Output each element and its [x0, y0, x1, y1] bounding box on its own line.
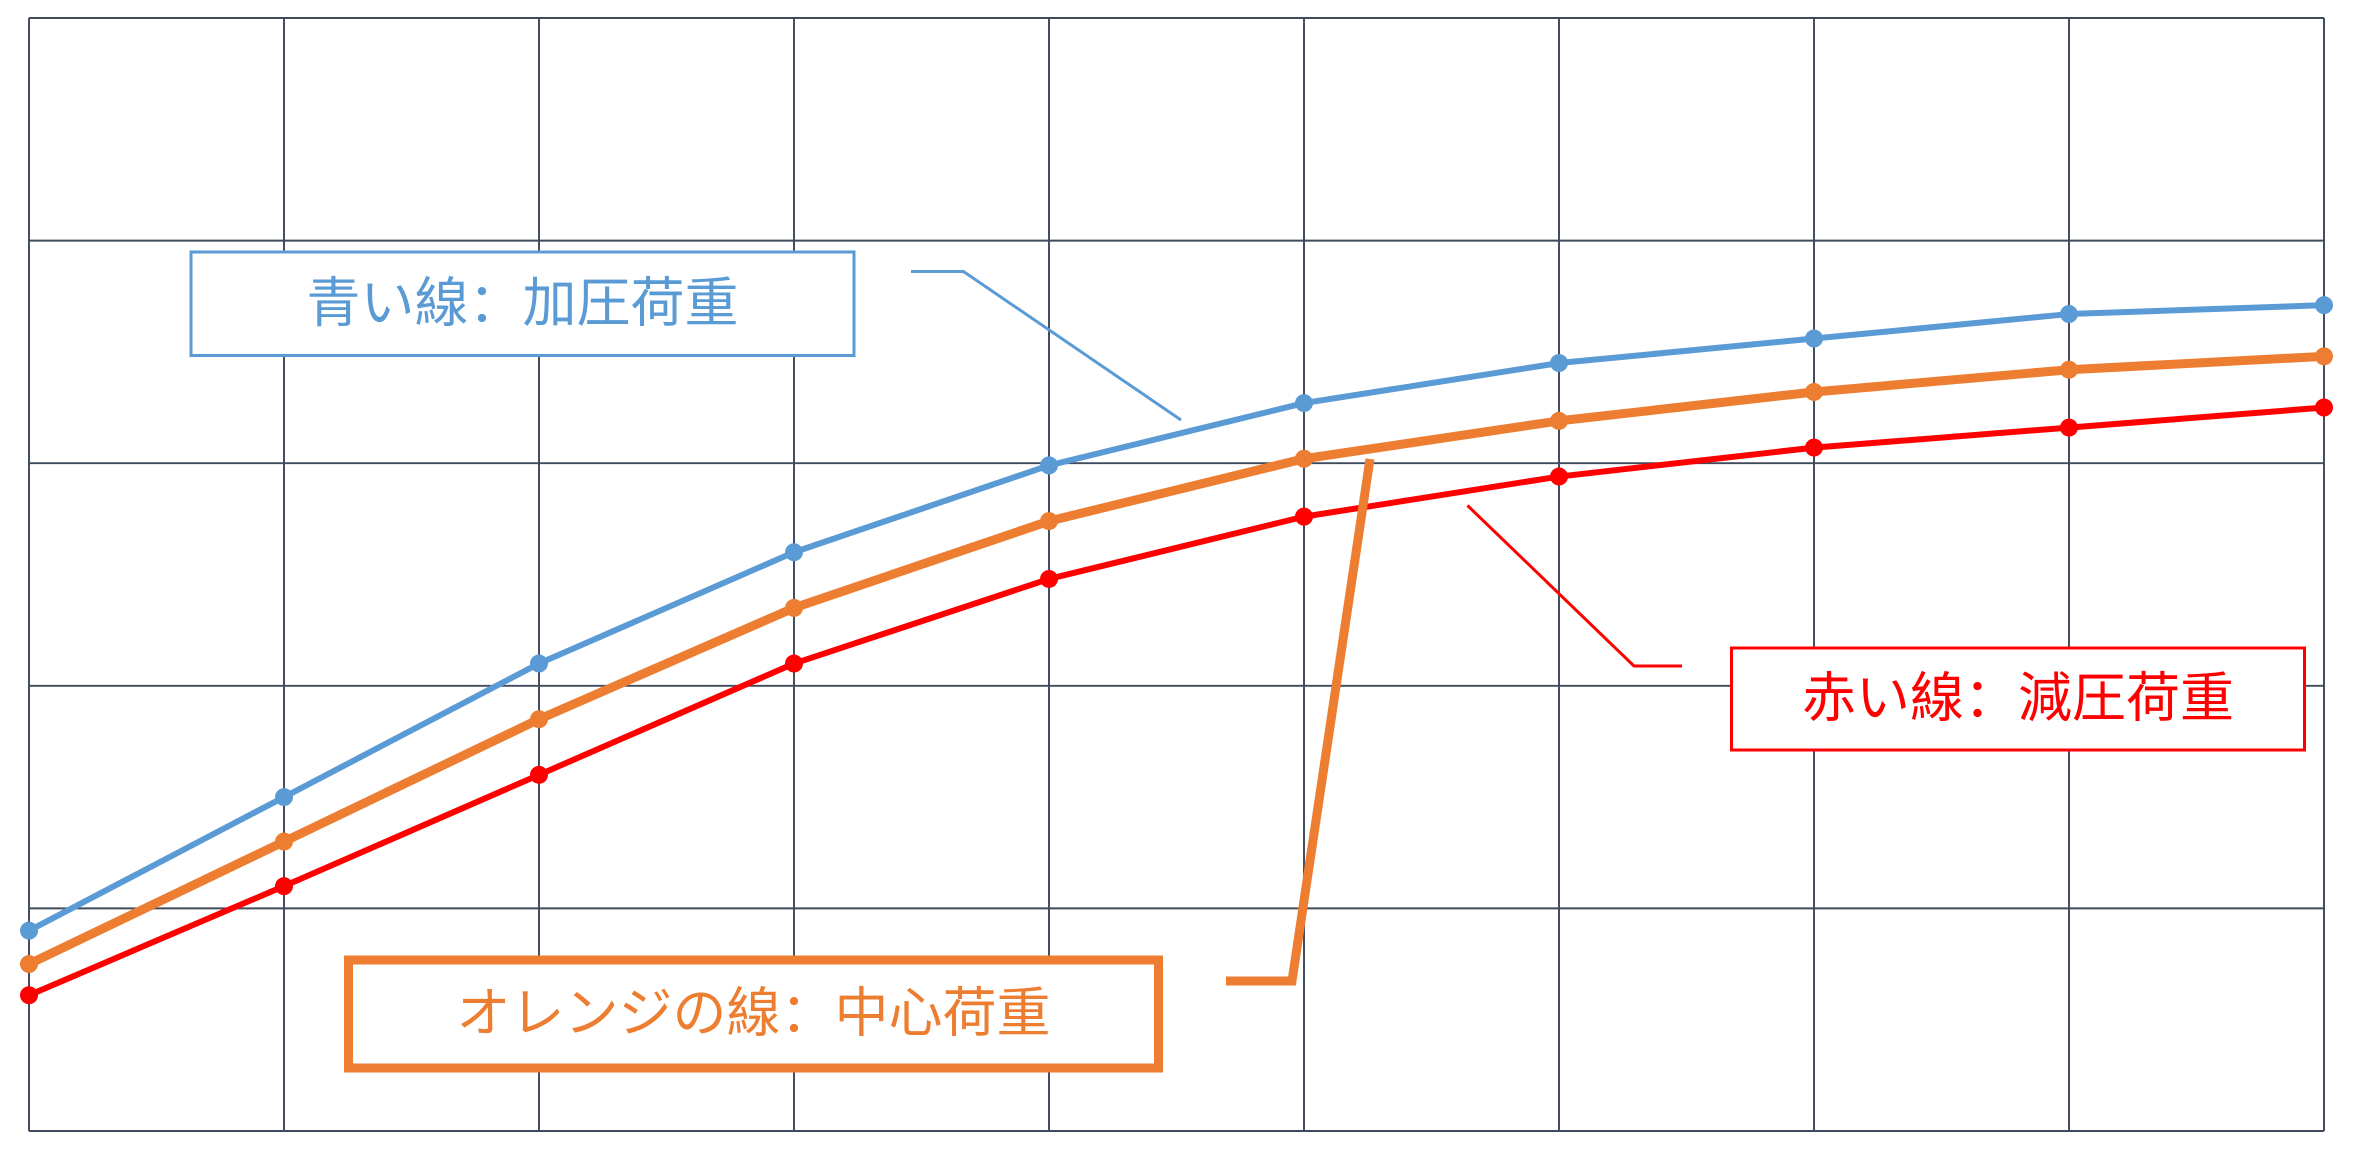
plot	[20, 296, 2333, 1005]
marker	[1040, 512, 1058, 531]
marker	[1295, 394, 1313, 413]
marker	[1550, 467, 1568, 486]
leader-line	[1226, 458, 1375, 986]
line	[27, 351, 2325, 969]
marker	[2060, 418, 2078, 437]
marker	[1550, 411, 1568, 430]
marker	[2060, 360, 2078, 379]
marker	[1295, 507, 1313, 526]
marker	[530, 710, 548, 729]
marker	[20, 986, 38, 1005]
marker	[2060, 305, 2078, 324]
marker	[20, 955, 38, 974]
marker	[1805, 329, 1823, 348]
legend-label: 青い線：加圧荷重	[307, 271, 739, 334]
legend-label: オレンジの線：中心荷重	[457, 982, 1051, 1045]
leader-line	[911, 270, 1182, 422]
marker	[20, 921, 38, 940]
marker	[1040, 456, 1058, 475]
marker	[2315, 347, 2333, 366]
line	[27, 404, 2325, 998]
marker	[275, 877, 293, 896]
marker	[1295, 449, 1313, 468]
marker	[785, 598, 803, 617]
marker	[2315, 296, 2333, 315]
marker	[1805, 382, 1823, 401]
marker	[275, 788, 293, 807]
marker	[785, 543, 803, 562]
legend-box	[189, 250, 856, 357]
marker	[1550, 354, 1568, 373]
marker	[785, 654, 803, 673]
marker	[530, 765, 548, 784]
legend-label: 赤い線：減圧荷重	[1802, 667, 2234, 730]
marker	[530, 654, 548, 673]
marker	[2315, 398, 2333, 417]
marker	[1805, 438, 1823, 457]
legend-box	[344, 955, 1163, 1073]
line	[27, 302, 2325, 934]
marker	[275, 832, 293, 851]
legend-box	[1730, 646, 2306, 752]
leader-line	[1466, 504, 1682, 668]
marker	[1040, 569, 1058, 588]
